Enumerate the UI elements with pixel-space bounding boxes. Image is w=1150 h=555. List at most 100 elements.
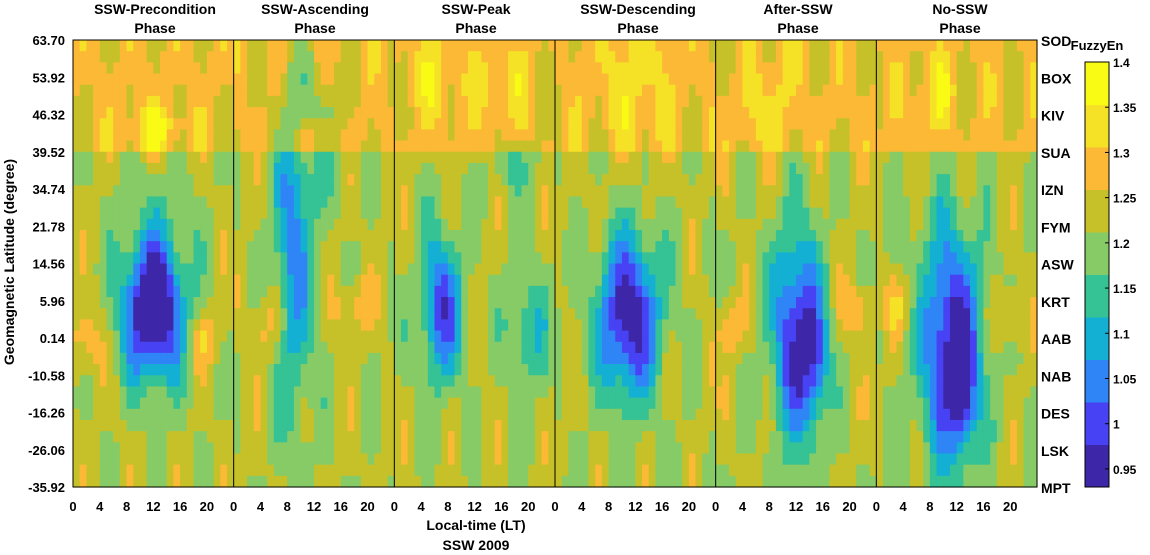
contour-cell [260, 140, 268, 153]
contour-cell [541, 118, 549, 131]
contour-cell [575, 397, 583, 410]
contour-cell [434, 453, 442, 466]
contour-cell [380, 174, 389, 186]
contour-cell [514, 73, 523, 86]
contour-cell [226, 218, 235, 231]
contour-cell [401, 151, 409, 164]
contour-cell [307, 419, 315, 432]
contour-cell [226, 431, 235, 443]
contour-cell [260, 218, 268, 231]
contour-cell [575, 252, 583, 265]
contour-cell [340, 129, 349, 142]
contour-cell [842, 40, 851, 52]
contour-cell [561, 218, 569, 231]
contour-cell [883, 431, 891, 443]
contour-cell [635, 475, 643, 488]
contour-cell [186, 464, 195, 477]
contour-cell [79, 185, 87, 198]
contour-cell [648, 397, 657, 410]
contour-cell [595, 464, 603, 477]
contour-cell [829, 285, 837, 298]
contour-cell [387, 207, 395, 220]
contour-cell [186, 218, 195, 231]
contour-cell [729, 40, 737, 52]
contour-cell [86, 140, 94, 153]
contour-cell [655, 464, 663, 477]
contour-cell [387, 419, 395, 432]
contour-cell [668, 419, 677, 432]
contour-cell [347, 162, 355, 175]
contour-cell [722, 162, 730, 175]
contour-cell [414, 95, 422, 108]
contour-cell [481, 196, 489, 209]
contour-cell [213, 341, 221, 354]
contour-cell [668, 386, 677, 399]
contour-cell [99, 129, 108, 142]
contour-cell [300, 263, 308, 276]
contour-cell [528, 107, 536, 119]
contour-cell [528, 84, 536, 97]
contour-cell [735, 330, 744, 343]
contour-cell [849, 95, 857, 108]
contour-cell [688, 252, 697, 265]
contour-cell [508, 352, 516, 365]
contour-cell [528, 274, 536, 287]
contour-cell [401, 129, 409, 142]
contour-cell [407, 397, 416, 410]
contour-cell [467, 95, 476, 108]
panel-title-1-line1: SSW-Precondition [94, 1, 216, 17]
contour-cell [836, 364, 844, 376]
contour-cell [193, 140, 201, 153]
contour-cell [119, 475, 128, 488]
contour-cell [749, 107, 757, 119]
contour-cell [206, 241, 215, 253]
contour-cell [555, 151, 563, 164]
contour-cell [467, 229, 476, 242]
contour-cell [635, 151, 643, 164]
contour-cell [802, 330, 810, 343]
contour-cell [722, 319, 730, 332]
contour-cell [173, 95, 181, 108]
contour-cell [86, 40, 94, 52]
contour-cell [247, 419, 255, 432]
contour-cell [99, 386, 108, 399]
contour-cell [434, 364, 442, 376]
contour-cell [401, 185, 409, 198]
contour-cell [360, 364, 369, 376]
contour-cell [146, 218, 154, 231]
contour-cell [180, 386, 188, 399]
contour-cell [113, 442, 121, 455]
contour-cell [474, 196, 482, 209]
contour-cell [213, 408, 221, 421]
contour-cell [695, 285, 703, 298]
contour-cell [467, 174, 476, 186]
contour-cell [514, 475, 523, 488]
contour-cell [615, 174, 623, 186]
contour-cell [501, 386, 509, 399]
contour-cell [796, 62, 804, 75]
contour-cell [213, 308, 221, 320]
contour-cell [809, 151, 817, 164]
contour-cell [862, 84, 871, 97]
contour-cell [534, 140, 543, 153]
contour-cell [374, 408, 382, 421]
contour-cell [896, 352, 904, 365]
contour-cell [588, 352, 596, 365]
contour-cell [401, 84, 409, 97]
contour-cell [488, 330, 496, 343]
contour-cell [729, 408, 737, 421]
contour-cell [876, 151, 884, 164]
contour-cell [441, 84, 449, 97]
contour-cell [327, 453, 335, 466]
contour-cell [233, 263, 241, 276]
contour-cell [635, 442, 643, 455]
contour-cell [615, 84, 623, 97]
contour-cell [534, 40, 543, 52]
contour-cell [802, 408, 810, 421]
contour-cell [93, 140, 101, 153]
contour-cell [200, 185, 208, 198]
contour-cell [501, 419, 509, 432]
contour-cell [896, 118, 904, 131]
contour-cell [233, 62, 241, 75]
contour-cell [601, 431, 610, 443]
